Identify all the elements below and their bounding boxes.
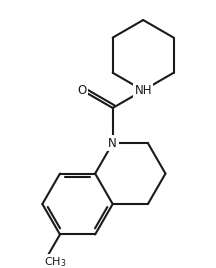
Text: NH: NH	[134, 84, 152, 97]
Text: N: N	[108, 137, 117, 150]
Text: O: O	[78, 84, 87, 97]
Text: CH$_3$: CH$_3$	[44, 255, 67, 268]
